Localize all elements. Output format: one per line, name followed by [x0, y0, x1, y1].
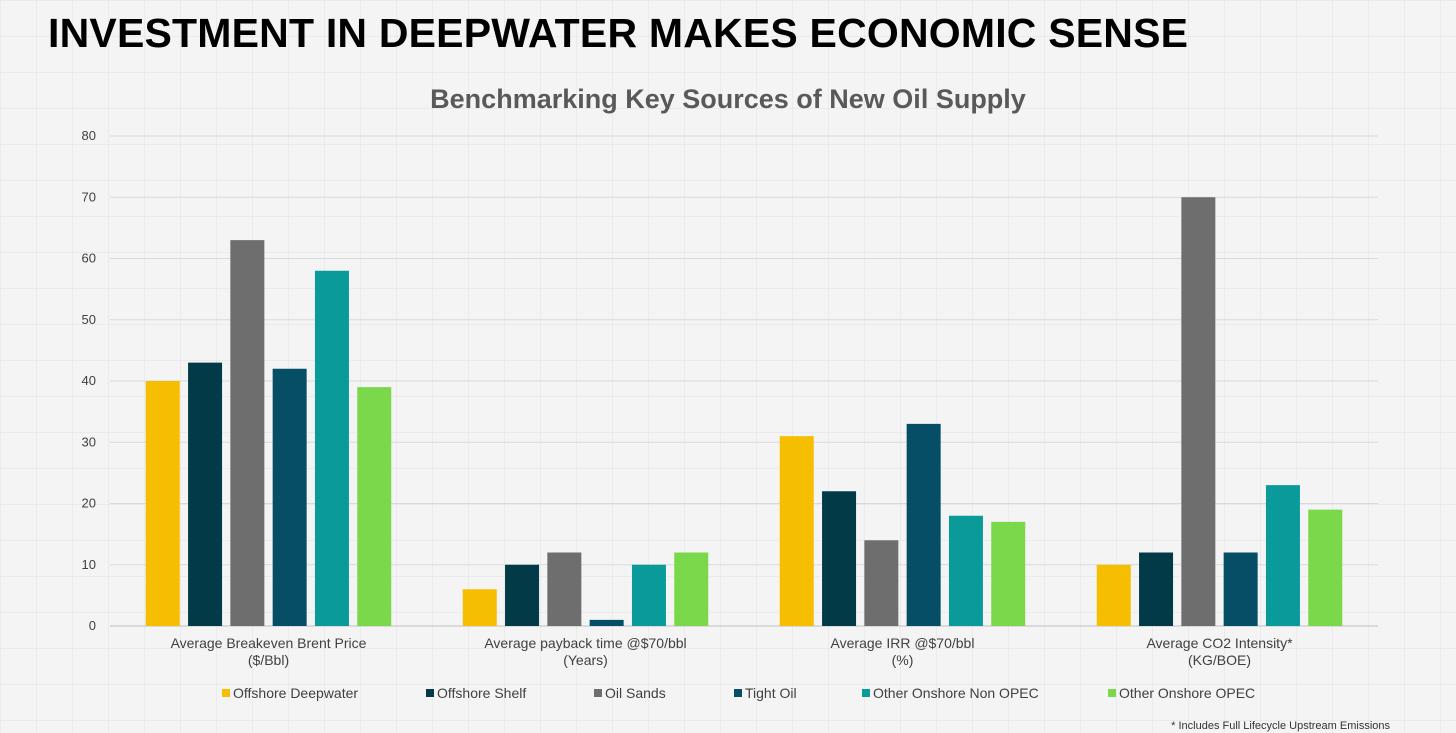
- bar: [779, 436, 814, 626]
- bars: [145, 197, 1343, 626]
- bar: [906, 423, 941, 626]
- legend-swatch: [594, 689, 602, 697]
- bar: [631, 564, 666, 626]
- bar: [357, 387, 392, 626]
- bar: [1223, 552, 1258, 626]
- y-tick-label: 30: [82, 434, 96, 449]
- bar: [230, 240, 265, 626]
- category-label: (KG/BOE): [1188, 652, 1251, 668]
- category-label: Average payback time @$70/bbl: [484, 635, 686, 651]
- bar: [314, 270, 349, 626]
- y-tick-label: 80: [82, 128, 96, 143]
- bar: [991, 521, 1026, 626]
- y-tick-label: 40: [82, 373, 96, 388]
- bar: [948, 515, 983, 626]
- bar: [272, 368, 307, 626]
- y-tick-label: 10: [82, 557, 96, 572]
- category-label: Average CO2 Intensity*: [1146, 635, 1293, 651]
- legend-label: Other Onshore OPEC: [1119, 685, 1255, 701]
- legend-label: Oil Sands: [605, 685, 666, 701]
- bar: [864, 540, 899, 626]
- y-tick-label: 20: [82, 496, 96, 511]
- legend-swatch: [862, 689, 870, 697]
- bar: [1308, 509, 1343, 626]
- y-tick-label: 0: [89, 618, 96, 633]
- legend-swatch: [426, 689, 434, 697]
- x-axis-labels: Average Breakeven Brent Price($/Bbl) Aver…: [171, 635, 1294, 668]
- category-label: ($/Bbl): [248, 652, 289, 668]
- legend-label: Offshore Shelf: [437, 685, 526, 701]
- category-label: (Years): [563, 652, 608, 668]
- legend-swatch: [1108, 689, 1116, 697]
- legend-swatch: [222, 689, 230, 697]
- bar: [505, 564, 540, 626]
- bar: [188, 362, 223, 626]
- bar: [462, 589, 497, 626]
- bar: [589, 619, 624, 626]
- bar: [145, 381, 180, 626]
- bar: [822, 491, 857, 626]
- footnote: * Includes Full Lifecycle Upstream Emiss…: [1171, 720, 1390, 732]
- legend: Offshore Deepwater Offshore Shelf Oil Sand…: [222, 685, 1255, 701]
- bar: [547, 552, 582, 626]
- y-tick-label: 70: [82, 189, 96, 204]
- y-axis: 0 10 20 30 40 50 60 70 80: [82, 128, 96, 633]
- category-label: Average IRR @$70/bbl: [831, 635, 975, 651]
- legend-label: Tight Oil: [745, 685, 797, 701]
- y-tick-label: 50: [82, 312, 96, 327]
- chart-title: Benchmarking Key Sources of New Oil Supp…: [430, 84, 1026, 114]
- legend-label: Other Onshore Non OPEC: [873, 685, 1039, 701]
- bar: [1265, 485, 1300, 626]
- category-label: (%): [892, 652, 914, 668]
- legend-label: Offshore Deepwater: [233, 685, 358, 701]
- bar: [674, 552, 709, 626]
- y-tick-label: 60: [82, 251, 96, 266]
- bar: [1181, 197, 1216, 626]
- category-label: Average Breakeven Brent Price: [171, 635, 367, 651]
- slide-title: INVESTMENT IN DEEPWATER MAKES ECONOMIC S…: [48, 10, 1189, 56]
- bar: [1139, 552, 1174, 626]
- legend-swatch: [734, 689, 742, 697]
- bar: [1096, 564, 1131, 626]
